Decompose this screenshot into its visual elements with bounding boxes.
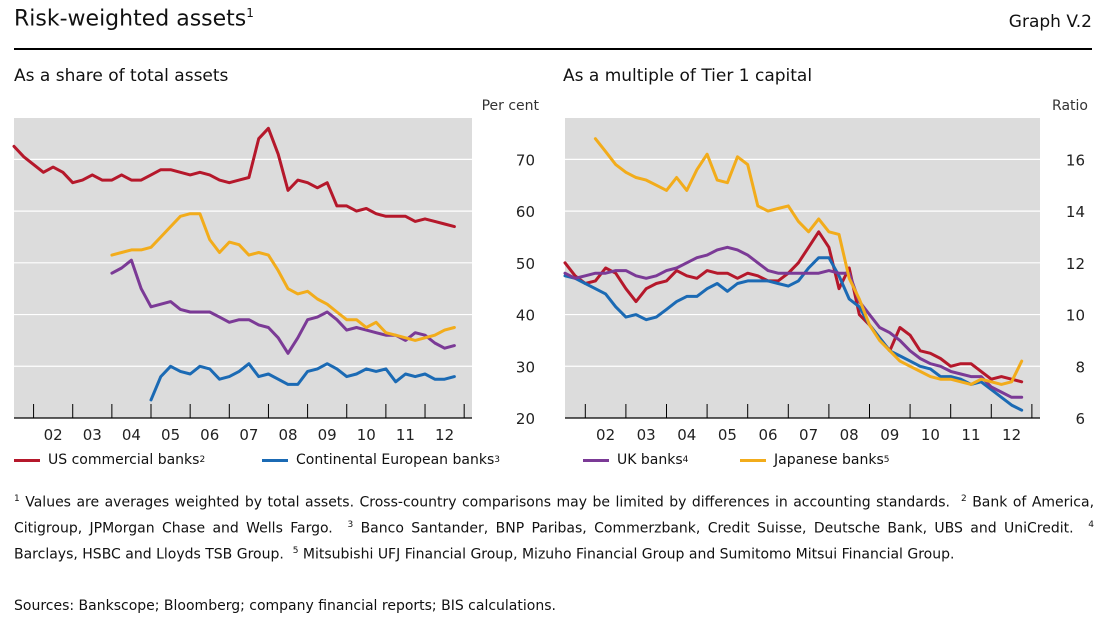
sources-note: Sources: Bankscope; Bloomberg; company f…	[14, 598, 556, 614]
right-series-uk-banks	[563, 245, 1024, 399]
footnote-1-text: Values are averages weighted by total as…	[25, 494, 950, 511]
legend-us: US commercial banks 2	[14, 452, 205, 468]
legend-us-sup: 2	[199, 455, 206, 465]
footnote-5-text: Mitsubishi UFJ Financial Group, Mizuho F…	[302, 546, 955, 563]
left-x-tick-label: 09	[318, 426, 337, 444]
legend-jp: Japanese banks 5	[740, 452, 890, 468]
left-x-tick-label: 10	[357, 426, 376, 444]
legend-uk-label: UK banks	[617, 452, 683, 468]
footnote-4-marker: 4	[1088, 520, 1094, 531]
right-x-tick-label: 05	[718, 426, 737, 444]
footnote-3-marker: 3	[347, 520, 354, 531]
right-x-tick-label: 08	[840, 426, 859, 444]
legend-eu: Continental European banks 3	[262, 452, 500, 468]
right-y-tick-label: 6	[1075, 410, 1085, 428]
footnote-4-text: Barclays, HSBC and Lloyds TSB Group.	[14, 546, 284, 563]
left-panel-title: As a share of total assets	[14, 66, 229, 86]
left-series-japanese-banks	[110, 212, 456, 342]
footnote-2-marker: 2	[960, 494, 967, 504]
right-series-us-commercial-banks	[563, 230, 1024, 384]
left-y-tick-label: 70	[516, 151, 535, 169]
left-y-tick-label: 20	[516, 410, 535, 428]
legend-us-label: US commercial banks	[48, 452, 200, 468]
right-x-tick-label: 04	[677, 426, 696, 444]
right-x-tick-label: 10	[921, 426, 940, 444]
graph-title-footnote-marker: 1	[246, 6, 254, 20]
left-x-tick-label: 06	[200, 426, 219, 444]
legend-jp-swatch	[740, 458, 766, 462]
left-x-tick-label: 05	[161, 426, 180, 444]
footnote-1-marker: 1	[14, 494, 20, 504]
graph-number-label: Graph V.2	[1008, 12, 1092, 32]
right-panel-title: As a multiple of Tier 1 capital	[563, 66, 813, 86]
right-x-tick-label: 09	[880, 426, 899, 444]
right-x-tick-label: 12	[1002, 426, 1021, 444]
graph-title: Risk-weighted assets1	[14, 6, 254, 31]
footnote-5-marker: 5	[292, 546, 299, 557]
right-y-tick-label: 10	[1066, 307, 1085, 325]
right-y-tick-label: 16	[1066, 151, 1085, 169]
footnote-3-text: Banco Santander, BNP Paribas, Commerzban…	[360, 520, 1074, 537]
legend-eu-sup: 3	[494, 455, 500, 465]
graph-title-text: Risk-weighted assets	[14, 6, 247, 32]
legend-uk-sup: 4	[682, 455, 689, 465]
left-y-tick-label: 50	[516, 255, 535, 273]
left-chart: 20 30 40 50 60 70 02 03 04 05 06 07 08 09 10 11 12	[12, 118, 535, 444]
left-series-continental-european-banks	[149, 362, 456, 402]
left-plot-area	[14, 118, 472, 418]
legend-jp-sup: 5	[883, 455, 890, 465]
footnote-2-text: Bank of America, Citigroup, JPMorgan Cha…	[14, 494, 1095, 537]
header-divider	[14, 48, 1092, 50]
legend-uk-swatch	[583, 458, 609, 462]
right-chart: 6 8 10 12 14 16 02 03 04 05 06 07 08 09 10 11 12	[563, 118, 1085, 444]
right-panel-unit: Ratio	[1052, 98, 1088, 114]
right-x-tick-label: 02	[596, 426, 615, 444]
right-y-tick-label: 8	[1075, 358, 1085, 376]
left-y-tick-label: 40	[516, 307, 535, 325]
legend-eu-label: Continental European banks	[296, 452, 495, 468]
left-x-tick-label: 03	[83, 426, 102, 444]
legend-uk: UK banks 4	[583, 452, 688, 468]
left-y-tick-label: 60	[516, 203, 535, 221]
left-y-tick-label: 30	[516, 358, 535, 376]
left-x-tick-label: 04	[122, 426, 141, 444]
right-series-continental-european-banks	[563, 256, 1024, 412]
right-y-tick-label: 12	[1066, 255, 1085, 273]
legend-us-swatch	[14, 458, 40, 462]
right-x-tick-label: 07	[799, 426, 818, 444]
right-y-tick-label: 14	[1066, 203, 1085, 221]
left-x-tick-label: 07	[239, 426, 258, 444]
left-panel-unit: Per cent	[481, 98, 539, 114]
left-x-tick-label: 12	[435, 426, 454, 444]
left-series-us-commercial-banks	[12, 126, 456, 229]
left-x-tick-label: 08	[278, 426, 297, 444]
right-series-japanese-banks	[593, 137, 1024, 386]
charts-canvas: 20 30 40 50 60 70 02 03 04 05 06 07 08 09 10 11 12 6 8 10 12…	[12, 118, 1085, 444]
right-x-tick-label: 03	[637, 426, 656, 444]
right-x-tick-label: 06	[758, 426, 777, 444]
footnotes: 1 Values are averages weighted by total …	[14, 488, 1094, 566]
left-x-tick-label: 11	[396, 426, 415, 444]
legend-jp-label: Japanese banks	[774, 452, 884, 468]
left-x-tick-label: 02	[44, 426, 63, 444]
right-x-tick-label: 11	[961, 426, 980, 444]
legend-eu-swatch	[262, 458, 288, 462]
right-plot-area	[565, 118, 1040, 418]
